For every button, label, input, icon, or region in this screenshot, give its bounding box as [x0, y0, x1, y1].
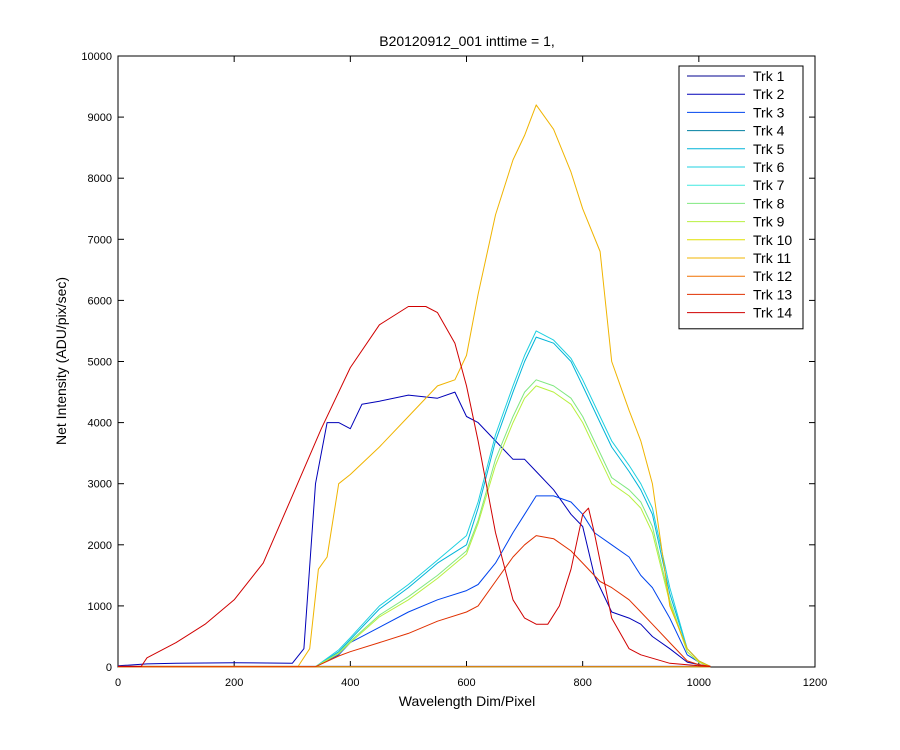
chart-title: B20120912_001 inttime = 1, [379, 33, 555, 49]
legend-label: Trk 11 [753, 250, 791, 266]
legend-label: Trk 2 [753, 86, 785, 102]
y-tick-label: 4000 [88, 418, 112, 430]
legend-label: Trk 13 [753, 286, 792, 302]
series-line-trk-13 [118, 535, 711, 668]
legend-box [678, 65, 804, 330]
legend-label: Trk 8 [753, 195, 785, 211]
y-tick-label: 9000 [88, 112, 112, 124]
legend-label: Trk 12 [753, 268, 792, 284]
legend-label: Trk 4 [753, 123, 785, 139]
y-tick-label: 2000 [88, 540, 112, 552]
legend-label: Trk 6 [753, 159, 785, 175]
x-tick-label: 400 [341, 677, 359, 689]
y-axis: 0 1000 2000 3000 4000 5000 6000 7000 8000 9000 100… [81, 51, 815, 674]
x-tick-label: 800 [573, 677, 591, 689]
y-tick-label: 8000 [88, 173, 112, 185]
series-line-trk-9 [118, 385, 711, 668]
series-line-trk-2 [117, 391, 711, 667]
y-axis-label: Net Intensity (ADU/pix/sec) [53, 277, 69, 445]
y-tick-label: 10000 [81, 51, 112, 63]
x-tick-label: 0 [115, 677, 121, 689]
legend-label: Trk 10 [753, 232, 792, 248]
x-tick-label: 200 [225, 677, 243, 689]
y-tick-label: 7000 [88, 234, 112, 246]
legend-label: Trk 5 [753, 141, 785, 157]
series-line-trk-11 [118, 104, 711, 667]
series-line-trk-6 [118, 330, 711, 668]
legend: Trk 1 Trk 2 Trk 3 Trk 4 Trk 5 Trk 6 Trk 7 Trk 8… [678, 65, 804, 330]
y-tick-label: 1000 [88, 601, 112, 613]
series-line-trk-5 [118, 336, 711, 668]
legend-label: Trk 14 [753, 305, 792, 321]
y-tick-label: 3000 [88, 479, 112, 491]
series-line-trk-3 [118, 495, 711, 668]
y-tick-label: 0 [106, 662, 112, 674]
legend-label: Trk 7 [753, 177, 785, 193]
x-tick-label: 600 [457, 677, 475, 689]
x-axis: 0 200 400 600 800 1000 1200 [115, 56, 827, 689]
legend-label: Trk 9 [753, 214, 785, 230]
series-line-trk-14 [118, 306, 711, 667]
x-tick-label: 1000 [687, 677, 711, 689]
series-line-trk-8 [118, 379, 711, 668]
series-layer [117, 104, 711, 668]
x-axis-label: Wavelength Dim/Pixel [399, 693, 535, 709]
y-tick-label: 5000 [88, 357, 112, 369]
y-tick-label: 6000 [88, 295, 112, 307]
x-tick-label: 1200 [803, 677, 827, 689]
legend-label: Trk 3 [753, 104, 785, 120]
legend-label: Trk 1 [753, 68, 785, 84]
